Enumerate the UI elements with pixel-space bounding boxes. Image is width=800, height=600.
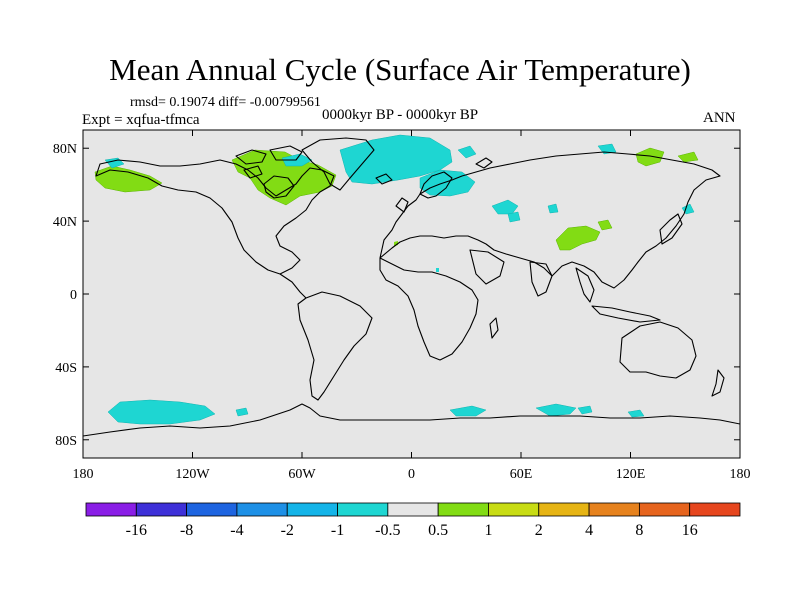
colorbar: -16 -8 -4 -2 -1 -0.5 0.5 1 2 4 8 16 (85, 502, 741, 539)
y-tick-label: 0 (70, 288, 77, 303)
coast-australia (619, 321, 697, 379)
experiment-label: Expt = xqfua-tfmca (82, 112, 200, 128)
colorbar-swatch (538, 502, 590, 517)
anomaly-region-alaska (94, 165, 163, 193)
x-tick-label: 60E (510, 467, 533, 482)
anomaly-region-ross-sea (107, 399, 216, 425)
coast-novaya-zemlya (475, 157, 493, 169)
colorbar-swatch (135, 502, 188, 517)
coastlines (83, 137, 740, 437)
anomaly-region-central-asia (555, 225, 601, 251)
y-tick-label: 80S (55, 434, 77, 449)
colorbar-swatch (488, 502, 540, 517)
anomaly-region-west-asia (491, 199, 519, 215)
coast-south-america (297, 291, 373, 401)
anomaly-region-indian-sector-2 (577, 405, 593, 415)
coast-europe (379, 151, 721, 289)
coast-arctic-islands-3 (243, 165, 263, 179)
y-tick-label: 40N (53, 215, 77, 230)
coast-africa (379, 257, 479, 361)
colorbar-label: -16 (126, 522, 147, 539)
x-tick-label: 180 (730, 467, 751, 482)
colorbar-swatch (236, 502, 288, 517)
coast-indonesia (591, 305, 661, 323)
chart-title: Mean Annual Cycle (Surface Air Temperatu… (109, 52, 691, 87)
x-tick-label: 120E (616, 467, 646, 482)
colorbar-swatch (85, 502, 137, 517)
coast-greenland (301, 137, 375, 191)
coast-arabia (469, 249, 505, 285)
colorbar-label: -4 (230, 522, 243, 539)
colorbar-label: 2 (535, 522, 543, 539)
coast-arctic-islands-1 (235, 149, 267, 165)
colorbar-label: 0.5 (428, 522, 448, 539)
colorbar-swatch (186, 502, 238, 517)
anomaly-region-weddell-cyan (449, 405, 487, 417)
colorbar-swatch (286, 502, 338, 517)
colorbar-label: 16 (682, 522, 698, 539)
colorbar-swatch (638, 502, 691, 517)
anomaly-region-kara (457, 145, 477, 159)
colorbar-label: -0.5 (375, 522, 400, 539)
coast-central-america (279, 273, 307, 299)
coast-british-isles (395, 197, 409, 213)
x-tick-label: 180 (73, 467, 94, 482)
anomaly-dot-caspian (436, 268, 439, 272)
anomaly-region-tibet-green (597, 219, 613, 231)
coast-india (529, 261, 553, 297)
anomaly-region-canada-cyan (281, 153, 313, 167)
x-axis: 180 120W 60W 0 60E 120E 180 (73, 130, 751, 482)
y-axis: 80N 40N 0 40S 80S (53, 142, 740, 449)
coast-arctic-islands-2 (269, 145, 303, 161)
colorbar-label: 4 (585, 522, 593, 539)
anomaly-region-laptev-cyan (597, 143, 617, 155)
colorbar-label: -2 (281, 522, 294, 539)
colorbar-swatch (387, 502, 439, 517)
coast-iceland (375, 173, 393, 185)
colorbar-label: -8 (180, 522, 193, 539)
colorbar-swatch (337, 502, 389, 517)
anomaly-region-chukchi (677, 151, 699, 163)
x-tick-label: 120W (175, 467, 210, 482)
anomaly-region-mongolia-cyan (547, 203, 559, 214)
anomaly-region-indian-sector (535, 403, 577, 417)
y-tick-label: 40S (55, 361, 77, 376)
colorbar-swatch (588, 502, 640, 517)
coast-antarctica (83, 403, 740, 437)
anomaly-region-australia-sector (627, 409, 645, 418)
colorbar-swatch (689, 502, 741, 517)
coast-japan (659, 213, 683, 245)
coast-scandinavia (419, 171, 453, 199)
anomaly-region-east-siberian (635, 147, 665, 167)
coast-madagascar (489, 317, 499, 339)
coast-hudson-bay (263, 175, 295, 199)
y-tick-label: 80N (53, 142, 77, 157)
colorbar-label: 1 (484, 522, 492, 539)
rmsd-diff-stats: rmsd= 0.19074 diff= -0.00799561 (130, 95, 321, 110)
period-label: 0000kyr BP - 0000kyr BP (322, 107, 479, 123)
anomaly-region-central-asia-cyan (507, 211, 521, 223)
coast-southeast-asia (575, 267, 595, 303)
x-tick-label: 60W (288, 467, 316, 482)
coast-new-zealand (711, 369, 725, 397)
season-label: ANN (703, 110, 736, 126)
x-tick-label: 0 (408, 467, 415, 482)
contour-fills (94, 134, 699, 425)
coast-north-america (95, 159, 335, 275)
colorbar-label: -1 (331, 522, 344, 539)
colorbar-label: 8 (635, 522, 643, 539)
colorbar-swatch (437, 502, 489, 517)
map-background (83, 130, 740, 458)
anomaly-region-amundsen-cyan (235, 407, 249, 417)
